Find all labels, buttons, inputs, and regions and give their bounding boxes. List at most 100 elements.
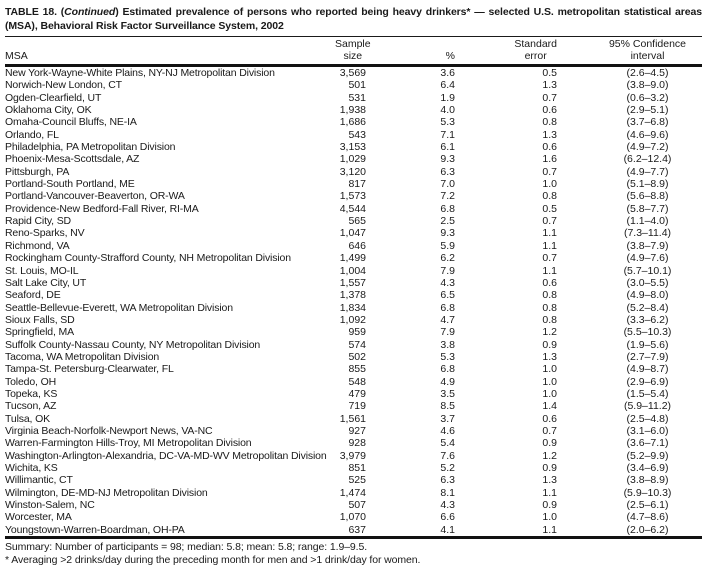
msa-cell: Seaford, DE bbox=[5, 289, 61, 302]
standard-error-cell: 0.8 bbox=[542, 289, 557, 302]
standard-error-cell: 1.0 bbox=[542, 511, 557, 524]
table-body: New York-Wayne-White Plains, NY-NJ Metro… bbox=[5, 66, 702, 538]
confidence-interval-cell: (3.1–6.0) bbox=[626, 424, 669, 437]
column-header-msa: MSA bbox=[5, 37, 335, 67]
sample-size-cell: 1,561 bbox=[339, 412, 366, 425]
confidence-interval-cell: (4.9–7.2) bbox=[626, 141, 669, 154]
confidence-interval-cell: (3.8–8.9) bbox=[626, 474, 669, 487]
standard-error-cell: 0.6 bbox=[542, 141, 557, 154]
title-text: ) Estimated prevalence of persons who re… bbox=[5, 6, 702, 32]
msa-cell: New York-Wayne-White Plains, NY-NJ Metro… bbox=[5, 67, 275, 79]
confidence-interval-cell: (5.6–8.8) bbox=[626, 190, 669, 203]
sample-size-cell: 1,378 bbox=[339, 289, 366, 302]
standard-error-cell: 1.3 bbox=[542, 128, 557, 141]
table-row: Oklahoma City, OK 1,938 4.0 0.6 (2.9–5.1) bbox=[5, 104, 702, 116]
msa-cell: St. Louis, MO-IL bbox=[5, 264, 79, 277]
table-row: Omaha-Council Bluffs, NE-IA 1,686 5.3 0.8 (3… bbox=[5, 116, 702, 128]
standard-error-cell: 1.1 bbox=[542, 523, 557, 536]
confidence-interval-cell: (2.0–6.2) bbox=[626, 523, 669, 536]
sample-size-cell: 1,834 bbox=[339, 301, 366, 314]
confidence-interval-cell: (3.4–6.9) bbox=[626, 462, 669, 474]
percent-cell: 7.1 bbox=[440, 128, 455, 141]
confidence-interval-cell: (3.3–6.2) bbox=[626, 313, 669, 326]
percent-cell: 6.3 bbox=[440, 474, 455, 487]
sample-size-cell: 479 bbox=[348, 387, 366, 400]
msa-cell: Tulsa, OK bbox=[5, 412, 50, 425]
confidence-interval-cell: (5.1–8.9) bbox=[626, 178, 669, 191]
msa-cell: Norwich-New London, CT bbox=[5, 79, 122, 92]
sample-size-cell: 525 bbox=[348, 474, 366, 487]
confidence-interval-cell: (5.2–9.9) bbox=[626, 449, 669, 462]
msa-cell: Wilmington, DE-MD-NJ Metropolitan Divisi… bbox=[5, 486, 208, 499]
standard-error-cell: 1.0 bbox=[542, 178, 557, 191]
msa-cell: Seattle-Bellevue-Everett, WA Metropolita… bbox=[5, 301, 233, 314]
percent-cell: 8.5 bbox=[440, 400, 455, 413]
confidence-interval-cell: (2.5–4.8) bbox=[626, 412, 669, 425]
percent-cell: 9.3 bbox=[440, 153, 455, 166]
sample-size-cell: 719 bbox=[348, 400, 366, 413]
msa-cell: Omaha-Council Bluffs, NE-IA bbox=[5, 116, 137, 129]
table-row: Portland-South Portland, ME 817 7.0 1.0 (5.1… bbox=[5, 178, 702, 190]
continued-label: Continued bbox=[64, 6, 116, 18]
msa-cell: Oklahoma City, OK bbox=[5, 104, 92, 117]
standard-error-cell: 0.7 bbox=[542, 252, 557, 265]
confidence-interval-cell: (5.7–10.1) bbox=[623, 264, 672, 277]
standard-error-cell: 1.6 bbox=[542, 153, 557, 166]
confidence-interval-cell: (2.5–6.1) bbox=[626, 499, 669, 512]
sample-size-cell: 574 bbox=[348, 338, 366, 351]
msa-cell: Virginia Beach-Norfolk-Newport News, VA-… bbox=[5, 424, 213, 437]
msa-cell: Suffolk County-Nassau County, NY Metropo… bbox=[5, 338, 261, 351]
column-header-percent: % bbox=[368, 37, 458, 67]
table-row: Richmond, VA 646 5.9 1.1 (3.8–7.9) bbox=[5, 240, 702, 252]
msa-cell: Pittsburgh, PA bbox=[5, 165, 70, 178]
table-row: Youngstown-Warren-Boardman, OH-PA 637 4.1 1… bbox=[5, 524, 702, 538]
percent-cell: 4.1 bbox=[440, 523, 455, 536]
msa-cell: Phoenix-Mesa-Scottsdale, AZ bbox=[5, 153, 140, 166]
percent-cell: 3.6 bbox=[440, 67, 455, 79]
sample-size-cell: 1,092 bbox=[339, 313, 366, 326]
msa-cell: Orlando, FL bbox=[5, 128, 59, 141]
confidence-interval-cell: (4.9–7.7) bbox=[626, 165, 669, 178]
table-row: Norwich-New London, CT 501 6.4 1.3 (3.8–9.0) bbox=[5, 79, 702, 91]
table-row: Springfield, MA 959 7.9 1.2 (5.5–10.3) bbox=[5, 326, 702, 338]
msa-cell: Portland-Vancouver-Beaverton, OR-WA bbox=[5, 190, 185, 203]
table-row: Orlando, FL 543 7.1 1.3 (4.6–9.6) bbox=[5, 129, 702, 141]
percent-cell: 6.1 bbox=[440, 141, 455, 154]
sample-size-cell: 548 bbox=[348, 375, 366, 388]
sample-size-cell: 927 bbox=[348, 424, 366, 437]
column-header-standard-error: Standard error bbox=[458, 37, 561, 67]
percent-cell: 3.7 bbox=[440, 412, 455, 425]
percent-cell: 4.6 bbox=[440, 424, 455, 437]
percent-cell: 5.4 bbox=[440, 437, 455, 450]
standard-error-cell: 0.6 bbox=[542, 104, 557, 117]
table-row: Warren-Farmington Hills-Troy, MI Metropo… bbox=[5, 437, 702, 449]
msa-cell: Rockingham County-Strafford County, NH M… bbox=[5, 252, 291, 265]
confidence-interval-cell: (0.6–3.2) bbox=[626, 91, 669, 104]
standard-error-cell: 1.2 bbox=[542, 449, 557, 462]
msa-cell: Providence-New Bedford-Fall River, RI-MA bbox=[5, 202, 199, 215]
table-row: Tampa-St. Petersburg-Clearwater, FL 855 6.… bbox=[5, 363, 702, 375]
table-row: Reno-Sparks, NV 1,047 9.3 1.1 (7.3–11.4) bbox=[5, 227, 702, 239]
percent-cell: 5.2 bbox=[440, 462, 455, 474]
percent-cell: 3.8 bbox=[440, 338, 455, 351]
percent-cell: 6.3 bbox=[440, 165, 455, 178]
confidence-interval-cell: (2.6–4.5) bbox=[626, 67, 669, 79]
standard-error-cell: 1.3 bbox=[542, 79, 557, 92]
table-row: Tacoma, WA Metropolitan Division 502 5.3 1.… bbox=[5, 351, 702, 363]
table-number: TABLE 18. ( bbox=[5, 6, 65, 18]
msa-cell: Willimantic, CT bbox=[5, 474, 73, 487]
percent-cell: 6.8 bbox=[440, 202, 455, 215]
summary-note: Summary: Number of participants = 98; me… bbox=[5, 541, 368, 554]
sample-size-cell: 1,029 bbox=[339, 153, 366, 166]
standard-error-cell: 0.9 bbox=[542, 462, 557, 474]
table-row: St. Louis, MO-IL 1,004 7.9 1.1 (5.7–10.1) bbox=[5, 265, 702, 277]
title-divider bbox=[5, 36, 702, 37]
sample-size-cell: 543 bbox=[348, 128, 366, 141]
standard-error-cell: 0.5 bbox=[542, 202, 557, 215]
standard-error-cell: 1.1 bbox=[542, 239, 557, 252]
sample-size-cell: 4,544 bbox=[339, 202, 366, 215]
table-header: MSA Sample size % Standard error 95% Confi… bbox=[5, 37, 702, 67]
standard-error-cell: 0.9 bbox=[542, 499, 557, 512]
table-row: Salt Lake City, UT 1,557 4.3 0.6 (3.0–5.5) bbox=[5, 277, 702, 289]
sample-size-cell: 1,004 bbox=[339, 264, 366, 277]
